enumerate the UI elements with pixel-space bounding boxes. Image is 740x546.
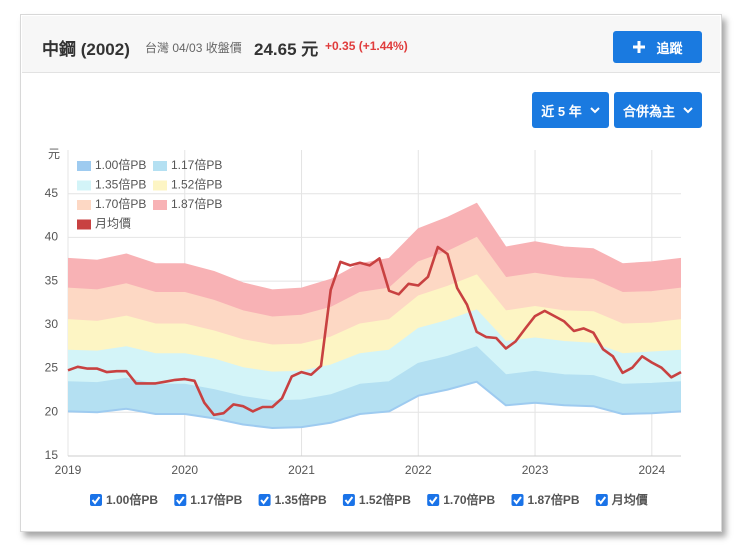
series-toggle[interactable]: 1.70倍PB (427, 492, 496, 507)
mode-button[interactable]: 合併為主 (614, 92, 702, 128)
series-toggle[interactable]: 1.87倍PB (511, 492, 580, 507)
checkbox[interactable] (511, 494, 524, 506)
series-toggle[interactable]: 1.35倍PB (258, 492, 327, 507)
y-tick-label: 30 (45, 317, 59, 331)
legend-swatch (153, 180, 167, 191)
price-line (67, 245, 682, 417)
range-label: 近 5 年 (541, 103, 582, 119)
plot (67, 202, 682, 429)
toggle-label: 1.87倍PB (528, 492, 580, 507)
legend-swatch (153, 200, 167, 210)
legend: 1.00倍PB 1.17倍PB 1.35倍PB 1.52倍PB 1.70倍PB 1.87倍… (77, 157, 222, 231)
x-tick-label: 2022 (405, 463, 432, 477)
legend-label: 1.00倍PB (95, 157, 146, 172)
series-toggle[interactable]: 1.00倍PB (90, 492, 158, 507)
y-tick-label: 20 (45, 404, 59, 418)
legend-label: 1.52倍PB (171, 177, 222, 192)
legend-label: 1.17倍PB (171, 157, 222, 172)
legend-swatch (153, 161, 167, 171)
follow-button[interactable]: 追蹤 (613, 31, 702, 63)
x-tick-label: 2019 (55, 463, 82, 477)
x-tick-label: 2021 (288, 463, 315, 477)
plus-icon (633, 41, 646, 53)
check-mark (513, 496, 522, 505)
check-mark (91, 496, 101, 505)
chevron-icon (683, 107, 693, 114)
pb-band (68, 237, 681, 345)
follow-label: 追蹤 (656, 40, 683, 56)
x-tick-label: 2023 (522, 463, 549, 477)
checkbox[interactable] (595, 494, 608, 506)
series-toggle[interactable]: 1.52倍PB (342, 492, 411, 507)
pb-line (67, 380, 682, 429)
pb-band (68, 203, 681, 317)
price-change: +0.35 (+1.44%) (325, 39, 408, 53)
pb-line (67, 274, 682, 346)
check-mark (260, 496, 269, 505)
legend-swatch (77, 200, 91, 210)
x-tick-label: 2020 (171, 463, 198, 477)
stock-name: 中鋼 (2002) (42, 40, 130, 59)
legend-label: 月均價 (95, 217, 131, 231)
chevron-icon (590, 107, 600, 114)
y-unit: 元 (48, 147, 60, 161)
check-mark (597, 496, 607, 505)
y-tick-label: 15 (45, 448, 59, 462)
check-mark (176, 496, 185, 505)
pb-band (68, 310, 681, 401)
check-mark (428, 496, 438, 505)
legend-swatch (77, 161, 91, 171)
legend-swatch (77, 219, 91, 230)
toggle-label: 1.00倍PB (106, 492, 158, 507)
toggle-label: 1.70倍PB (443, 492, 495, 507)
y-tick-label: 40 (45, 230, 59, 244)
y-tick-label: 35 (45, 273, 59, 287)
close-price: 24.65 元 (254, 40, 319, 59)
series-toggle[interactable]: 月均價 (595, 492, 649, 507)
toggle-label: 1.52倍PB (359, 492, 411, 507)
toggle-label: 1.17倍PB (190, 492, 242, 507)
market-date: 台灣 04/03 收盤價 (145, 41, 242, 55)
mode-label: 合併為主 (622, 103, 675, 119)
toggle-label: 1.35倍PB (275, 492, 327, 507)
range-button[interactable]: 近 5 年 (532, 92, 609, 128)
pb-band (68, 346, 681, 428)
pb-band (68, 275, 681, 373)
pb-line (67, 236, 682, 318)
series-toggle[interactable]: 1.17倍PB (174, 492, 243, 507)
legend-swatch (77, 180, 91, 191)
y-tick-label: 25 (45, 361, 59, 375)
header-bar: 中鋼 (2002) 台灣 04/03 收盤價 24.65 元 +0.35 (+1… (22, 16, 720, 73)
legend-label: 1.87倍PB (171, 196, 222, 211)
y-tick-label: 45 (45, 186, 59, 200)
x-tick-label: 2024 (638, 463, 665, 477)
pb-line (67, 346, 682, 402)
pb-line (67, 309, 682, 373)
legend-label: 1.35倍PB (95, 177, 146, 192)
checkbox[interactable] (342, 494, 355, 506)
check-mark (344, 496, 354, 505)
toggle-label: 月均價 (611, 492, 649, 507)
checkbox[interactable] (258, 494, 271, 506)
checkbox[interactable] (427, 494, 440, 506)
legend-label: 1.70倍PB (95, 196, 146, 211)
